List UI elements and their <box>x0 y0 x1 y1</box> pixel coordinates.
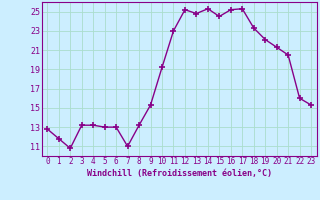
X-axis label: Windchill (Refroidissement éolien,°C): Windchill (Refroidissement éolien,°C) <box>87 169 272 178</box>
